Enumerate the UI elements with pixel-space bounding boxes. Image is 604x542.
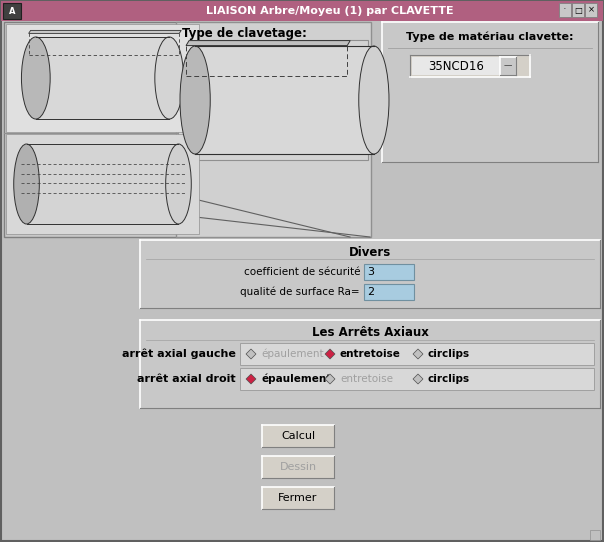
Bar [262,456,334,478]
Polygon shape [325,349,335,359]
Polygon shape [325,374,335,384]
Bar [6,134,199,234]
Bar [240,368,594,390]
Text: —: — [504,61,512,70]
Bar [6,24,199,132]
Bar [500,57,516,75]
Polygon shape [413,349,423,359]
Text: Divers: Divers [349,246,391,259]
Text: LIAISON Arbre/Moyeu (1) par CLAVETTE: LIAISON Arbre/Moyeu (1) par CLAVETTE [206,6,454,16]
Text: Type de clavetage:: Type de clavetage: [182,28,307,41]
Bar [412,57,500,75]
Ellipse shape [21,37,50,119]
Polygon shape [186,41,350,46]
Text: arrêt axial gauche: arrêt axial gauche [122,349,236,359]
Text: Fermer: Fermer [278,493,318,503]
Bar [410,55,530,77]
Polygon shape [28,30,181,34]
Text: épaulement: épaulement [261,349,324,359]
Bar [585,3,597,17]
Bar [4,22,199,237]
Bar [240,343,594,365]
Text: coefficient de sécurité: coefficient de sécurité [243,267,360,277]
Bar [262,425,334,447]
Text: A: A [8,7,15,16]
Bar [572,3,584,17]
Polygon shape [36,37,169,119]
Text: Les Arrêts Axiaux: Les Arrêts Axiaux [312,326,428,339]
Polygon shape [246,374,256,384]
Bar [364,284,414,300]
Polygon shape [27,144,178,224]
Bar [3,3,21,19]
Text: qualité de surface Ra=: qualité de surface Ra= [240,287,360,297]
Bar [178,40,368,160]
Text: □: □ [574,5,582,15]
Text: Dessin: Dessin [280,462,316,472]
Bar [590,530,600,540]
Text: 2: 2 [367,287,374,297]
Text: ×: × [588,5,594,15]
Ellipse shape [359,46,389,154]
Bar [364,264,414,280]
Bar [382,22,598,162]
Bar [140,320,600,408]
Polygon shape [195,46,374,154]
Polygon shape [246,349,256,359]
Ellipse shape [155,37,184,119]
Bar [559,3,571,17]
Text: circlips: circlips [428,374,470,384]
Bar [262,487,334,509]
Bar [1,1,603,21]
Text: entretoise: entretoise [340,374,393,384]
Text: 3: 3 [367,267,374,277]
Ellipse shape [165,144,191,224]
Text: 35NCD16: 35NCD16 [428,60,484,73]
Bar [176,22,371,237]
Text: entretoise: entretoise [340,349,401,359]
Ellipse shape [180,46,210,154]
Ellipse shape [14,144,39,224]
Polygon shape [413,374,423,384]
Text: arrêt axial droit: arrêt axial droit [137,374,236,384]
Text: circlips: circlips [428,349,470,359]
Text: Type de matériau clavette:: Type de matériau clavette: [406,32,574,42]
Text: ·: · [561,5,569,15]
Text: épaulement: épaulement [261,374,331,384]
Bar [140,240,600,308]
Text: Calcul: Calcul [281,431,315,441]
